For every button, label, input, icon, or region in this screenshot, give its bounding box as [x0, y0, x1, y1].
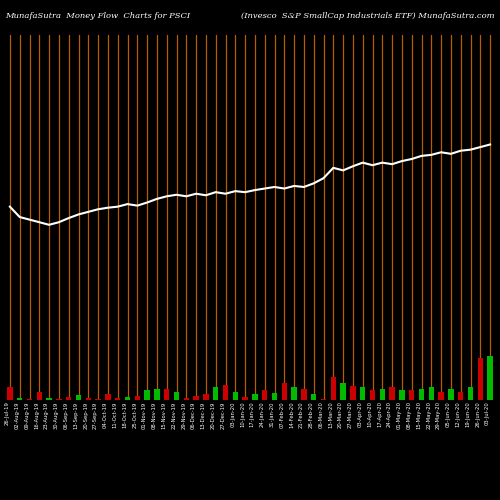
Bar — [468, 386, 473, 400]
Bar — [66, 397, 71, 400]
Bar — [203, 394, 208, 400]
Bar — [194, 396, 199, 400]
Bar — [390, 386, 395, 400]
Bar — [330, 377, 336, 400]
Bar — [184, 398, 189, 400]
Bar — [134, 396, 140, 400]
Bar — [164, 390, 170, 400]
Bar — [380, 388, 385, 400]
Bar — [46, 398, 52, 400]
Bar — [252, 394, 258, 400]
Bar — [36, 392, 42, 400]
Bar — [223, 385, 228, 400]
Bar — [360, 386, 366, 400]
Bar — [115, 398, 120, 400]
Bar — [96, 399, 101, 400]
Bar — [301, 388, 306, 400]
Bar — [272, 393, 277, 400]
Bar — [488, 356, 493, 400]
Bar — [399, 390, 404, 400]
Bar — [105, 394, 110, 400]
Bar — [213, 386, 218, 400]
Bar — [458, 392, 464, 400]
Bar — [350, 386, 356, 400]
Bar — [17, 398, 22, 400]
Bar — [428, 386, 434, 400]
Bar — [370, 390, 375, 400]
Bar — [144, 390, 150, 400]
Bar — [154, 388, 160, 400]
Bar — [125, 397, 130, 400]
Bar — [438, 392, 444, 400]
Bar — [242, 397, 248, 400]
Bar — [478, 358, 483, 400]
Bar — [419, 388, 424, 400]
Bar — [321, 399, 326, 400]
Bar — [311, 394, 316, 400]
Bar — [262, 390, 268, 400]
Text: (Invesco  S&P SmallCap Industrials ETF) MunafaSutra.com: (Invesco S&P SmallCap Industrials ETF) M… — [242, 12, 495, 20]
Bar — [409, 390, 414, 400]
Bar — [448, 390, 454, 400]
Bar — [292, 386, 297, 400]
Bar — [27, 399, 32, 400]
Bar — [76, 396, 81, 400]
Bar — [56, 399, 62, 400]
Text: MunafaSutra  Money Flow  Charts for PSCI: MunafaSutra Money Flow Charts for PSCI — [5, 12, 190, 20]
Bar — [7, 386, 12, 400]
Bar — [340, 383, 346, 400]
Bar — [174, 392, 179, 400]
Bar — [86, 398, 91, 400]
Bar — [282, 383, 287, 400]
Bar — [232, 392, 238, 400]
